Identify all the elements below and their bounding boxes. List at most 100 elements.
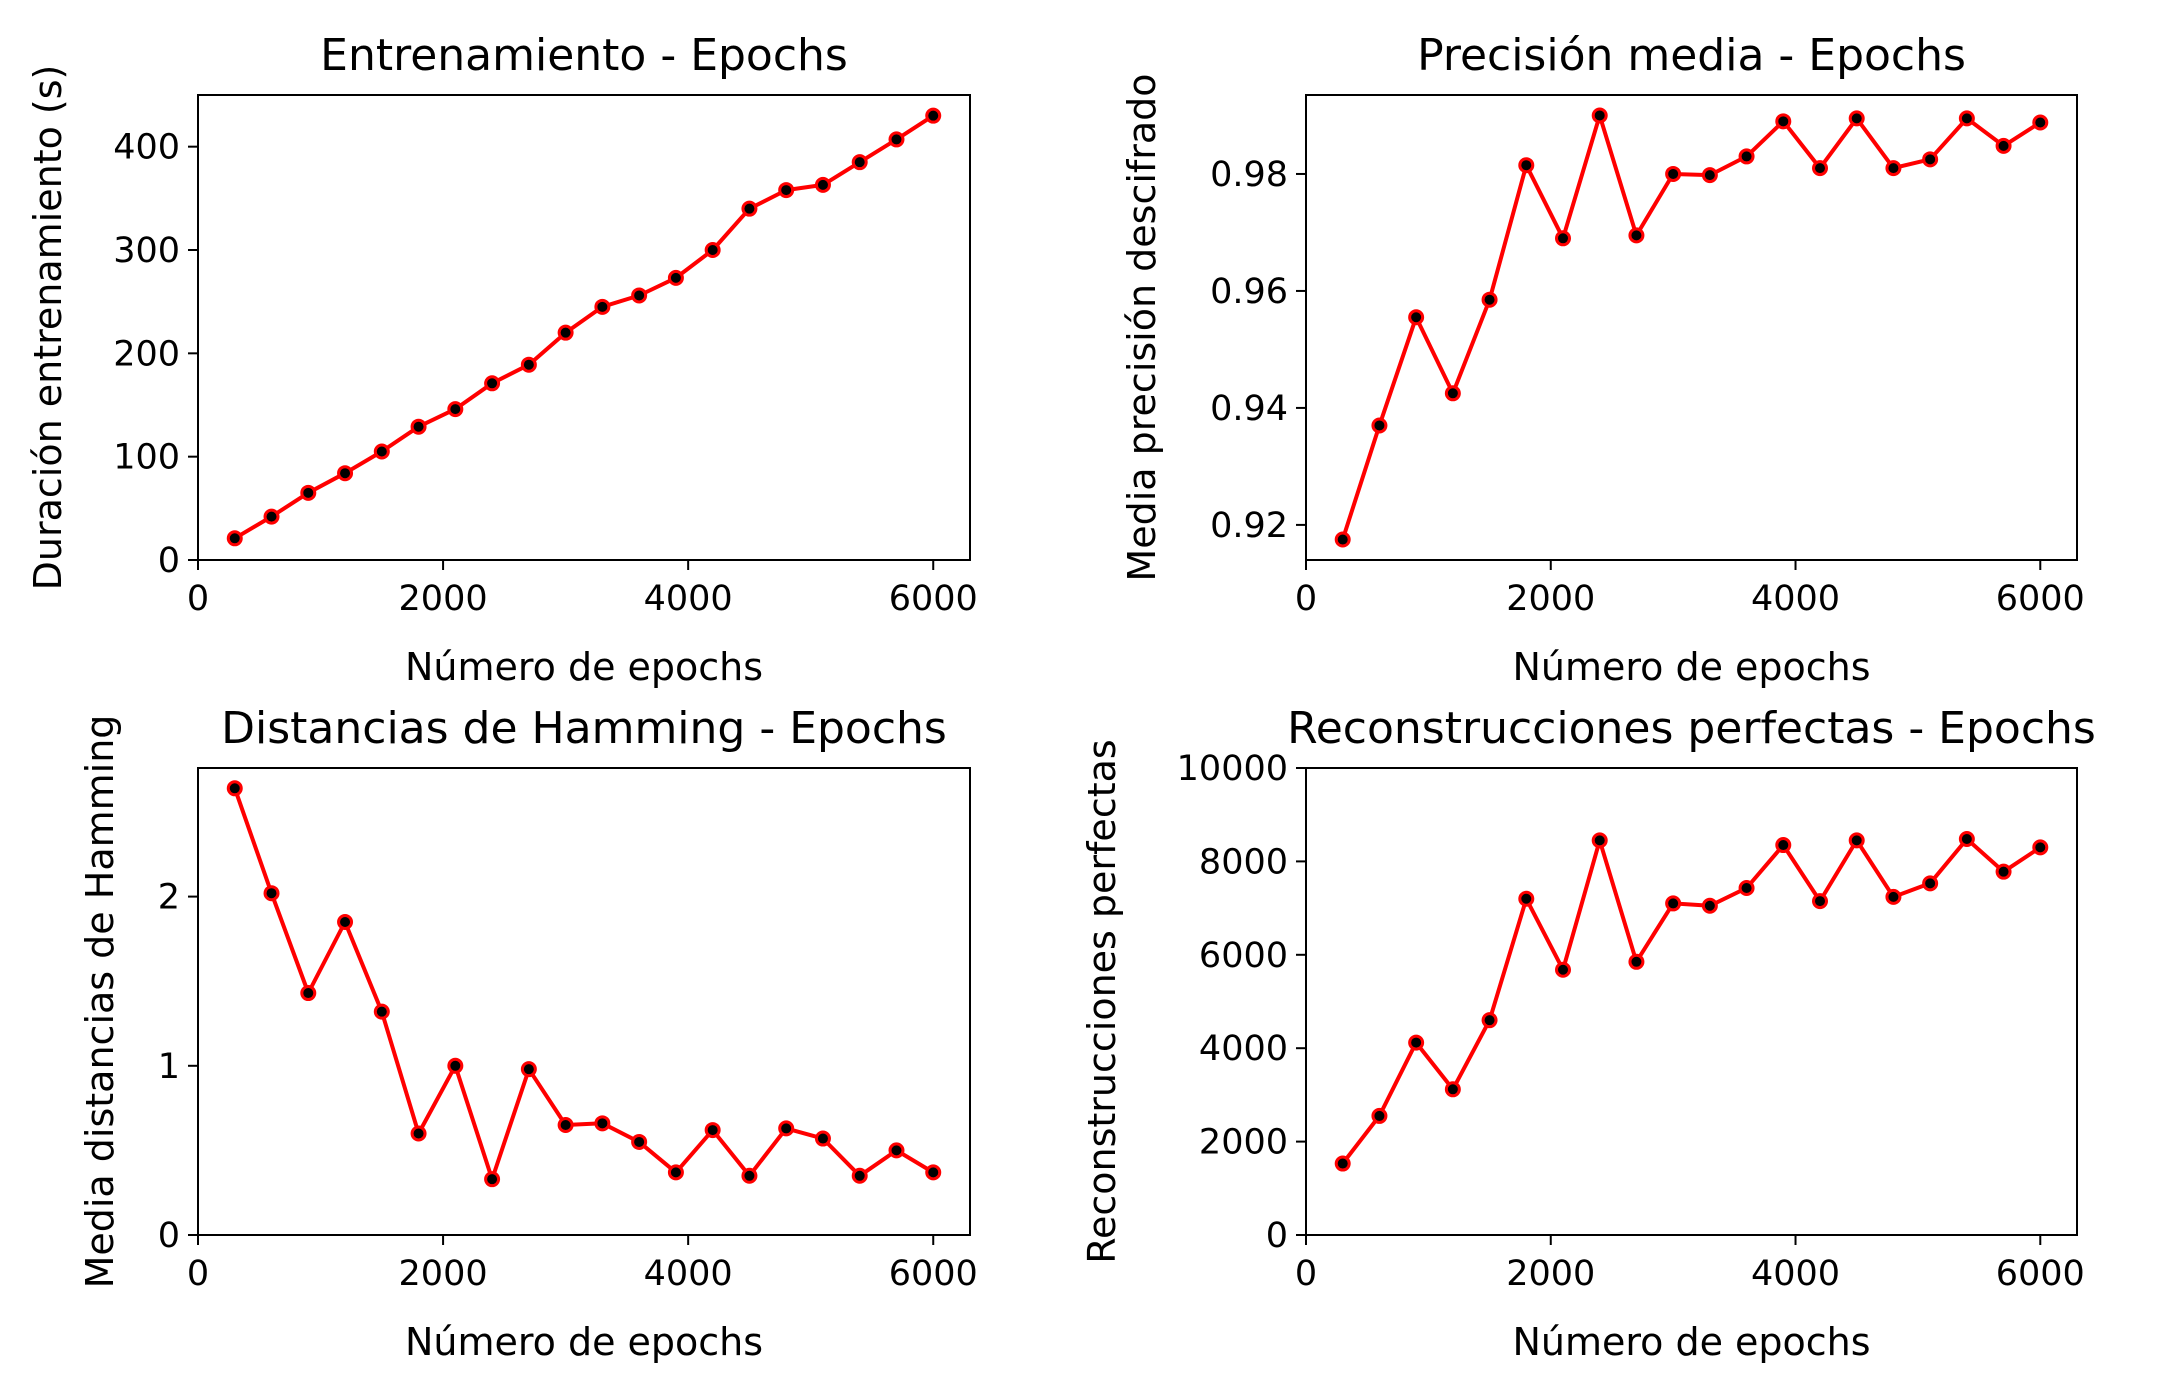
chart-title: Precisión media - Epochs [1417,30,1966,81]
data-point [1775,837,1792,854]
data-point [1518,890,1535,907]
data-point [1408,309,1425,326]
data-point [1444,385,1461,402]
data-point [1555,230,1571,247]
data-point [1591,107,1608,124]
y-axis-label: Media precisión descifrado [1120,73,1164,581]
x-tick-label: 0 [187,1254,209,1294]
data-point [667,1164,684,1181]
chart-perfect-reconstructions: Reconstrucciones perfectas - Epochs Númer… [1080,703,2096,1364]
data-point [1665,895,1682,912]
y-tick-label: 8000 [1199,842,1288,882]
data-point [1701,897,1718,914]
x-axis-label: Número de epochs [405,1320,763,1364]
data-point [2032,839,2049,856]
plot-frame [1305,94,2078,561]
data-point [1922,151,1939,168]
series-line [1340,113,2042,541]
y-tick-label: 0 [158,1216,180,1256]
y-tick-label: 300 [113,231,180,271]
x-tick-label: 4000 [644,579,733,619]
chart-title: Distancias de Hamming - Epochs [221,703,947,754]
data-point [263,885,280,902]
x-tick-label: 4000 [1751,1254,1840,1294]
x-tick-label: 4000 [644,1254,733,1294]
y-axis-label: Reconstrucciones perfectas [1080,739,1124,1263]
data-point [1371,417,1388,434]
data-point [447,1057,464,1074]
x-tick-label: 6000 [889,1254,978,1294]
data-point [1958,110,1975,127]
y-tick-label: 10000 [1177,749,1288,789]
data-point [1628,953,1645,970]
data-point [888,1142,905,1159]
x-tick-label: 6000 [1996,579,2085,619]
x-tick-label: 0 [1295,579,1317,619]
y-tick-label: 6000 [1199,936,1288,976]
data-point [1481,1012,1498,1029]
data-point [226,530,243,547]
data-point [373,1003,390,1020]
y-tick-label: 200 [113,334,180,374]
data-point [337,465,354,482]
data-point [888,131,905,148]
data-point [1738,880,1755,897]
data-point [1628,227,1645,244]
data-point [1701,167,1718,184]
data-point [484,375,501,392]
plot-frame [1305,767,2078,1236]
data-point [1334,531,1351,548]
data-point [484,1171,501,1188]
data-point [226,780,243,797]
data-point [1665,165,1682,182]
chart-hamming-distance: Distancias de Hamming - Epochs Número de … [78,703,978,1364]
y-tick-label: 4000 [1199,1029,1288,1069]
x-tick-label: 6000 [889,579,978,619]
data-point [631,287,648,304]
x-tick-label: 2000 [399,1254,488,1294]
y-tick-label: 0 [158,541,180,581]
y-tick-label: 0.96 [1210,272,1288,312]
data-point [300,985,317,1002]
data-point [814,176,831,193]
plot-frame [197,767,971,1236]
data-point [925,1164,942,1181]
data-point [1812,893,1828,910]
data-point [778,1120,795,1137]
data-point [263,508,280,525]
data-point [410,1125,427,1142]
y-tick-label: 2000 [1199,1123,1288,1163]
data-point [1885,160,1902,177]
data-point [1995,863,2012,880]
plot-frame [197,94,971,561]
data-point [851,154,868,171]
x-tick-label: 2000 [1506,579,1595,619]
x-tick-label: 2000 [399,579,488,619]
y-tick-label: 2 [158,878,180,918]
x-tick-label: 4000 [1751,579,1840,619]
y-tick-label: 0 [1266,1216,1288,1256]
data-point [594,298,611,315]
data-point [667,269,684,286]
x-axis-label: Número de epochs [1512,1320,1870,1364]
data-point [704,1122,721,1139]
data-point [741,1167,758,1184]
data-point [741,200,758,217]
data-point [447,401,464,418]
x-tick-label: 2000 [1506,1254,1595,1294]
x-tick-label: 0 [187,579,209,619]
y-tick-label: 400 [113,128,180,168]
data-point [557,324,574,341]
data-point [1885,888,1902,905]
y-tick-label: 100 [113,438,180,478]
data-point [814,1130,831,1147]
data-point [337,913,354,930]
x-axis-label: Número de epochs [1512,645,1870,689]
data-point [1812,160,1828,177]
data-point [1958,830,1975,847]
data-point [300,484,317,501]
data-point [520,356,537,373]
chart-mean-accuracy: Precisión media - Epochs Número de epochs… [1120,30,2085,689]
